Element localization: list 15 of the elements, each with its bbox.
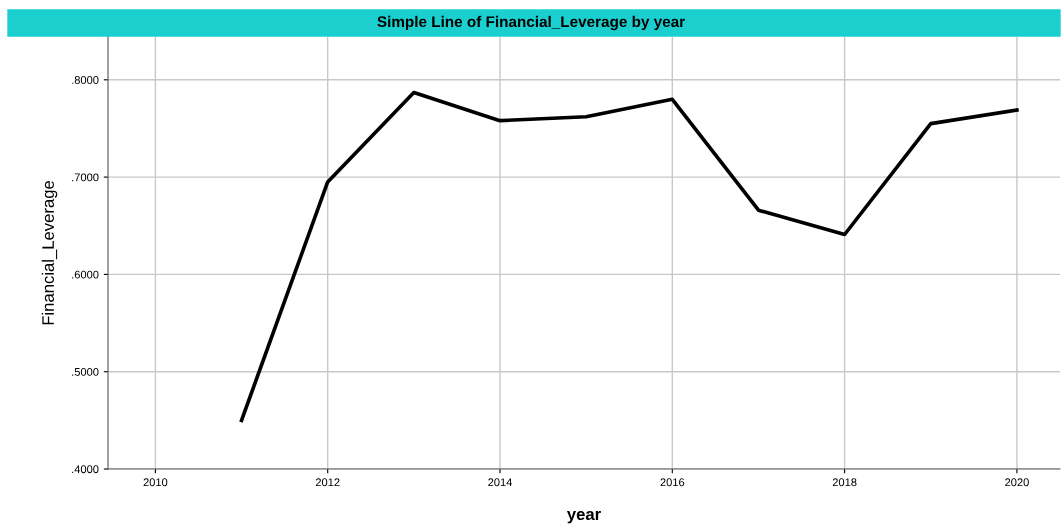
y-axis-title: Financial_Leverage (41, 181, 58, 325)
x-tick-label: 2012 (315, 478, 340, 487)
x-tick-label: 2010 (143, 478, 168, 487)
y-tick-label: .8000 (72, 76, 99, 84)
y-tick-label: .6000 (72, 270, 99, 279)
x-axis-title: year (566, 510, 601, 524)
x-tick-label: 2016 (660, 478, 685, 487)
y-tick-label: .5000 (72, 367, 99, 376)
x-tick-label: 2020 (1005, 478, 1029, 487)
chart-title: Simple Line of Financial_Leverage by year (377, 15, 685, 31)
y-tick-label: .7000 (72, 173, 99, 182)
x-tick-label: 2018 (832, 478, 857, 487)
line-series (239, 90, 1019, 423)
x-tick-label: 2014 (488, 478, 513, 487)
y-tick-label: .4000 (72, 465, 99, 474)
